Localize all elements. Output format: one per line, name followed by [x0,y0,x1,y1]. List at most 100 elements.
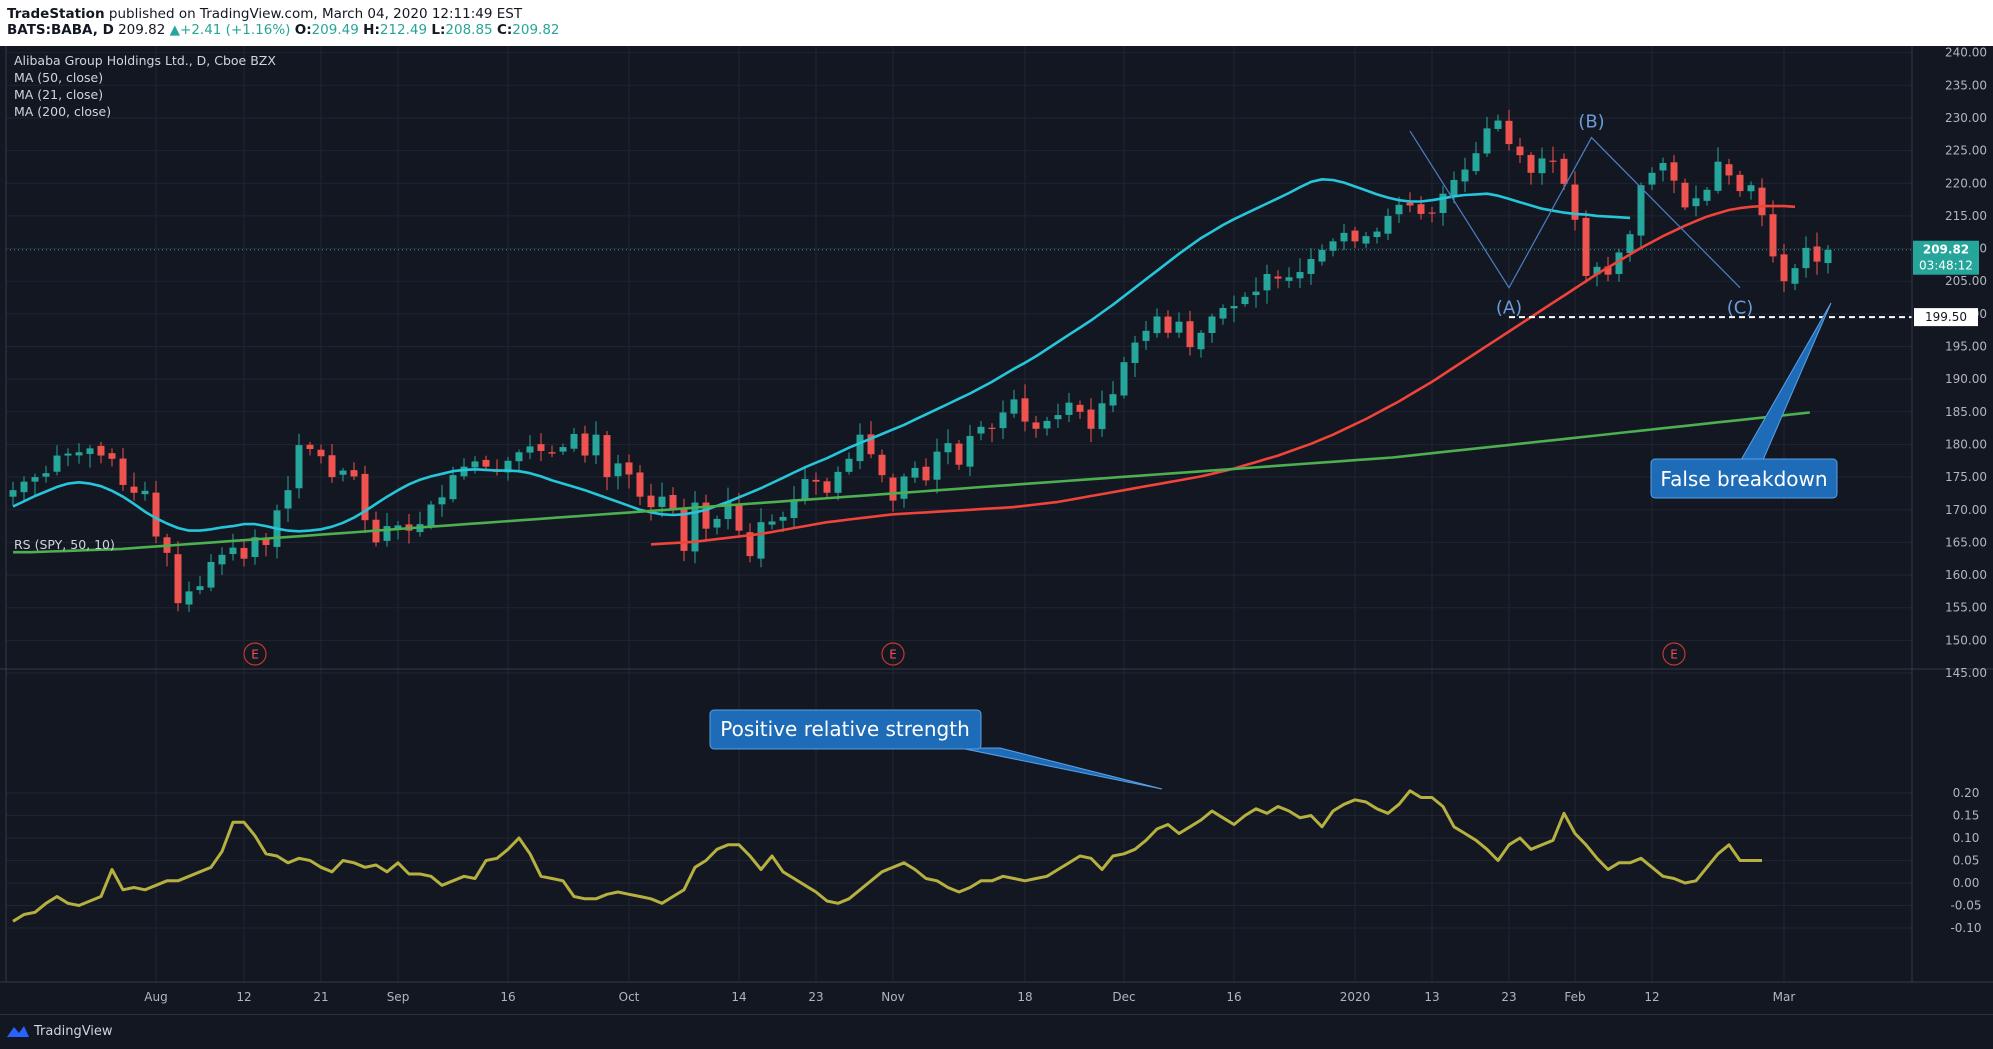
candle[interactable] [1725,158,1733,185]
candle[interactable] [636,464,644,506]
candle[interactable] [1208,313,1216,343]
candle[interactable] [20,476,28,500]
candle[interactable] [548,445,556,458]
candle[interactable] [1362,231,1370,248]
candle[interactable] [1098,390,1106,437]
candle[interactable] [592,421,600,465]
candle[interactable] [999,400,1007,440]
candle[interactable] [1461,157,1469,193]
candle[interactable] [515,449,523,473]
legend-title[interactable]: Alibaba Group Holdings Ltd., D, Cboe BZX [14,53,276,68]
candle[interactable] [1263,264,1271,304]
candle[interactable] [361,465,369,534]
candle[interactable] [86,445,94,468]
candle[interactable] [9,481,17,506]
candle[interactable] [1351,226,1359,249]
candle[interactable] [240,539,248,567]
candle[interactable] [713,515,721,535]
candle[interactable] [1021,384,1029,432]
candle[interactable] [1230,295,1238,323]
candle[interactable] [218,547,226,575]
candle[interactable] [1450,171,1458,204]
candle[interactable] [1472,142,1480,175]
candle[interactable] [1560,153,1568,191]
candle[interactable] [1494,114,1502,132]
candle[interactable] [526,435,534,460]
candle[interactable] [1615,248,1623,282]
candle[interactable] [625,454,633,489]
candle[interactable] [1285,267,1293,288]
candle[interactable] [1076,400,1084,419]
candle[interactable] [163,533,171,567]
candle[interactable] [427,500,435,530]
candle[interactable] [1032,415,1040,438]
candle[interactable] [1769,200,1777,263]
rs-line[interactable] [12,789,1762,923]
candle[interactable] [1131,335,1139,378]
ma21-line[interactable] [12,178,1631,533]
ma200-line[interactable] [13,411,1810,554]
candle[interactable] [1439,185,1447,226]
candle[interactable] [295,433,303,499]
candle[interactable] [64,448,72,467]
candle[interactable] [42,465,50,483]
candle[interactable] [1054,403,1062,429]
candle[interactable] [801,466,809,505]
candle[interactable] [834,466,842,501]
candle[interactable] [1802,236,1810,278]
candle[interactable] [1428,206,1436,223]
candle[interactable] [702,494,710,542]
candle[interactable] [1384,208,1392,240]
candle[interactable] [724,487,732,530]
candle[interactable] [647,483,655,521]
candle[interactable] [1340,224,1348,251]
candle[interactable] [977,420,985,441]
candle[interactable] [779,511,787,532]
earnings-marker[interactable]: E [243,642,267,666]
chart-area[interactable]: (A) (B) (C) E E E 145.00 150.00 155.00 160.00 165… [0,46,1993,1014]
candle[interactable] [471,456,479,474]
candle[interactable] [603,431,611,491]
candle[interactable] [53,445,61,476]
candle[interactable] [229,533,237,561]
candle[interactable] [262,533,270,557]
candle[interactable] [504,456,512,481]
candle[interactable] [1483,116,1491,157]
candle[interactable] [1142,320,1150,350]
candle[interactable] [1582,210,1590,284]
candle[interactable] [559,443,567,456]
candle[interactable] [1736,170,1744,197]
candle[interactable] [768,514,776,530]
candle[interactable] [1417,196,1425,220]
price-pane[interactable]: (A) (B) (C) E E E [6,109,1912,666]
candle[interactable] [207,554,215,592]
candle[interactable] [1153,308,1161,338]
candle[interactable] [790,486,798,528]
candle[interactable] [1065,392,1073,423]
false-breakdown-callout[interactable]: False breakdown [1650,302,1838,499]
candle[interactable] [570,427,578,452]
candle[interactable] [350,462,358,481]
elliott-wave-line[interactable] [1409,130,1741,289]
candle[interactable] [845,452,853,475]
candle[interactable] [1505,109,1513,151]
candle[interactable] [1329,238,1337,257]
candle[interactable] [1604,256,1612,282]
candle[interactable] [1626,230,1634,262]
candle[interactable] [1296,258,1304,288]
candle[interactable] [757,508,765,568]
candle[interactable] [152,480,160,544]
candle[interactable] [812,472,820,495]
candle[interactable] [493,459,501,476]
level-tag[interactable] [1914,308,1978,327]
candle[interactable] [284,476,292,523]
candle[interactable] [449,466,457,503]
wave-label-b[interactable]: (B) [1578,112,1604,133]
candle[interactable] [1219,304,1227,325]
candle[interactable] [1241,292,1249,307]
earnings-marker[interactable]: E [881,642,905,666]
candle[interactable] [108,448,116,467]
candle[interactable] [1648,167,1656,191]
candle[interactable] [746,523,754,563]
candle[interactable] [1175,312,1183,338]
